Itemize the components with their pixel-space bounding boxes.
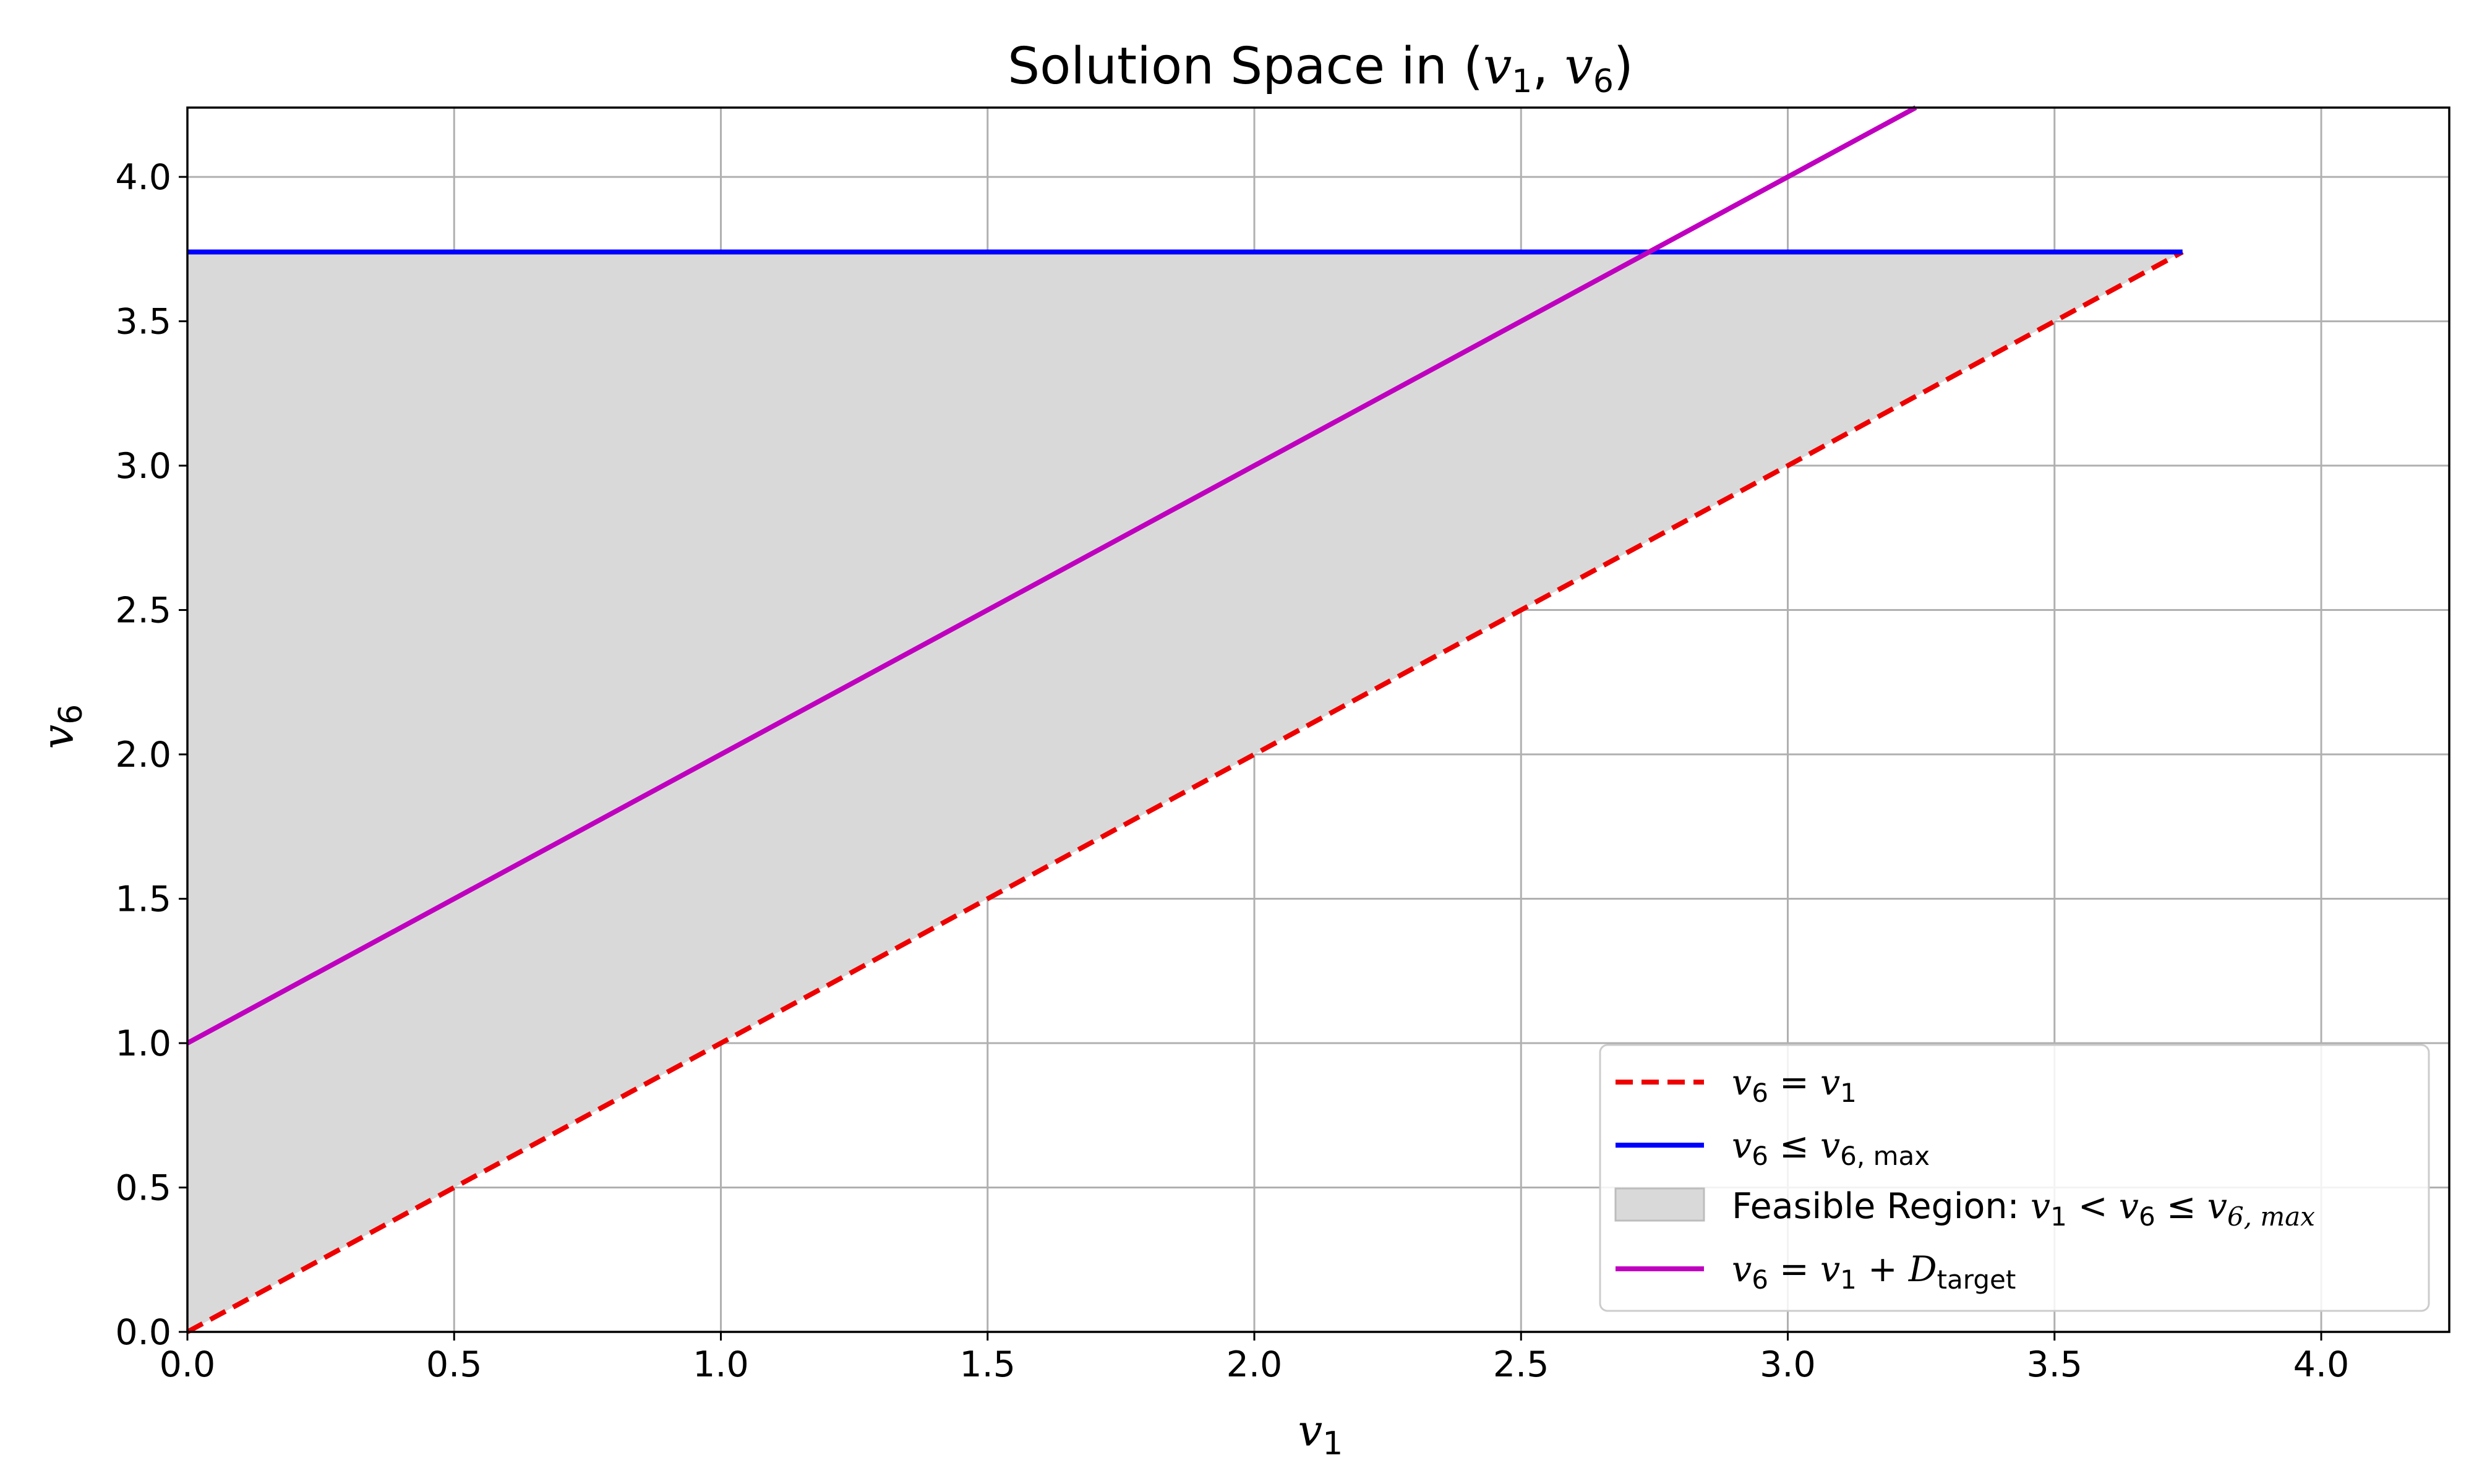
x-tick-label: 0.0: [160, 1344, 216, 1385]
y-tick-label: 2.5: [115, 591, 171, 631]
legend-marker-feasible-region: [1614, 1187, 1705, 1222]
legend-label-feasible-region: Feasible Region: v1 < v6 ≤ v6, max: [1732, 1186, 2315, 1232]
legend-label-upper-bound: v6 ≤ v6, max: [1732, 1125, 1930, 1171]
y-tick-label: 1.5: [115, 879, 171, 920]
y-tick-label: 2.0: [115, 735, 171, 775]
x-tick-label: 3.5: [2026, 1344, 2082, 1385]
legend-label-identity-line: v6 = v1: [1732, 1062, 1857, 1108]
y-axis-ticks: 0.0 0.5 1.0 1.5 2.0 2.5 3.0 3.5 4.0: [115, 157, 187, 1353]
series-layer: [186, 105, 2184, 1334]
x-tick-label: 3.0: [1760, 1344, 1816, 1385]
x-tick-label: 2.0: [1226, 1344, 1283, 1385]
y-tick-label: 0.5: [115, 1168, 171, 1209]
plot-frame: [186, 106, 2450, 1333]
legend-label-target-line: v6 = v1 + Dtarget: [1732, 1249, 2016, 1295]
y-tick-label: 3.0: [115, 446, 171, 487]
x-tick-label: 0.5: [426, 1344, 482, 1385]
legend: v6 = v1 v6 ≤ v6, max Feasible Region: v1…: [1599, 1044, 2430, 1312]
chart-title: Solution Space in (v1, v6): [1008, 37, 1633, 100]
x-tick-label: 2.5: [1493, 1344, 1549, 1385]
y-tick-label: 0.0: [115, 1312, 171, 1353]
y-tick-label: 3.5: [115, 302, 171, 343]
y-tick-label: 4.0: [115, 157, 171, 198]
series-line-v6-v1-dtarget: [186, 105, 1917, 1046]
x-axis-ticks: 0.0 0.5 1.0 1.5 2.0 2.5 3.0 3.5 4.0: [160, 1332, 2350, 1385]
series-line-v6-v1: [186, 249, 2184, 1334]
y-tick-label: 1.0: [115, 1023, 171, 1064]
x-tick-label: 1.0: [693, 1344, 749, 1385]
x-tick-label: 1.5: [959, 1344, 1016, 1385]
legend-frame: [1599, 1044, 2430, 1312]
x-tick-label: 4.0: [2293, 1344, 2350, 1385]
